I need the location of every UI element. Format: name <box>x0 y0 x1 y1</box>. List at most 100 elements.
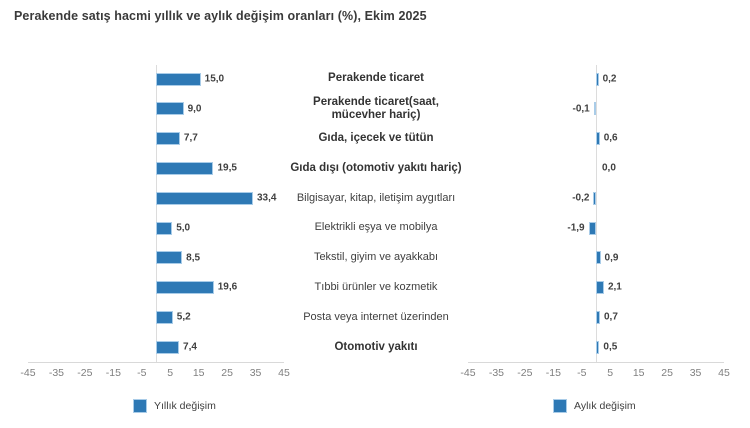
category-label: Tekstil, giyim ve ayakkabı <box>313 251 439 264</box>
category-label: Bilgisayar, kitap, iletişim aygıtları <box>296 191 456 204</box>
monthly-bar-value-label: -0,1 <box>572 103 590 115</box>
annual-bar-row: 15,0 <box>28 64 284 94</box>
legend-swatch-monthly-icon <box>553 399 567 413</box>
x-axis-tick-label: 25 <box>661 367 673 379</box>
annual-change-plot: 15,0 9,0 7,7 19,5 33,4 5,0 8,5 19,6 5,2 7,4 <box>28 64 284 363</box>
monthly-x-axis-line <box>468 362 724 363</box>
monthly-bar-row: 2,1 <box>468 273 724 303</box>
x-axis-tick-label: -15 <box>545 367 561 379</box>
annual-bar-value-label: 15,0 <box>204 73 225 85</box>
annual-bar <box>156 132 180 146</box>
annual-bar-row: 9,0 <box>28 94 284 124</box>
annual-bar <box>156 72 201 86</box>
monthly-bar-row: -0,2 <box>468 183 724 213</box>
annual-bar-row: 19,6 <box>28 273 284 303</box>
monthly-bar-value-label: -0,2 <box>572 192 590 204</box>
annual-bar-value-label: 8,5 <box>186 252 201 264</box>
monthly-bar-row: 0,7 <box>468 302 724 332</box>
annual-bar <box>156 102 184 116</box>
monthly-zero-axis-line <box>595 65 597 363</box>
annual-bar-row: 33,4 <box>28 183 284 213</box>
monthly-bar-row: 0,5 <box>468 332 724 362</box>
monthly-bar-value-label: 0,7 <box>603 311 618 323</box>
monthly-bar <box>596 340 600 354</box>
x-axis-tick-label: -5 <box>137 367 147 379</box>
category-label: Perakende ticaret(saat, mücevher hariç) <box>313 95 439 121</box>
x-axis-tick-label: -15 <box>105 367 121 379</box>
monthly-bar <box>596 72 599 86</box>
monthly-bar-row: -1,9 <box>468 213 724 243</box>
annual-bar-value-label: 19,5 <box>217 162 237 174</box>
legend-monthly: Aylık değişim <box>553 399 636 413</box>
annual-bar <box>156 281 214 295</box>
category-label: Posta veya internet üzerinden <box>303 310 449 323</box>
category-label: Perakende ticaret <box>328 72 424 85</box>
monthly-bar-row: -0,1 <box>468 94 724 124</box>
category-labels-column: Perakende ticaret Perakende ticaret(saat,… <box>288 64 464 362</box>
category-label: Elektrikli eşya ve mobilya <box>314 221 438 234</box>
x-axis-tick-label: 35 <box>689 367 702 379</box>
annual-bar-value-label: 7,7 <box>183 132 198 144</box>
annual-bar-row: 5,2 <box>28 302 284 332</box>
monthly-bar-value-label: 0,5 <box>603 341 618 353</box>
annual-bar-row: 5,0 <box>28 213 284 243</box>
monthly-bar <box>593 102 597 116</box>
monthly-bar <box>596 310 600 324</box>
x-axis-tick-label: 35 <box>249 367 262 379</box>
x-axis-tick-label: -35 <box>48 367 65 379</box>
x-axis-tick-label: -25 <box>77 367 93 379</box>
x-axis-tick-label: 25 <box>221 367 233 379</box>
chart-title: Perakende satış hacmi yıllık ve aylık de… <box>14 9 427 23</box>
annual-bar-value-label: 19,6 <box>217 281 238 293</box>
monthly-change-plot: 0,2 -0,1 0,6 0,0 -0,2 -1,9 0,9 2,1 0,7 0,5 <box>468 64 724 363</box>
monthly-bar <box>596 132 600 146</box>
monthly-bar-value-label: 0,2 <box>602 73 617 85</box>
monthly-bar <box>593 191 596 205</box>
x-axis-tick-label: -5 <box>577 367 587 379</box>
category-label: Gıda dışı (otomotiv yakıtı hariç) <box>290 161 462 174</box>
x-axis-tick-label: -45 <box>20 367 36 379</box>
category-label: Otomotiv yakıtı <box>334 340 418 353</box>
annual-bar <box>156 340 180 354</box>
annual-x-axis-ticks: -45 -35 -25 -15 -5 5 15 25 35 45 <box>20 367 289 381</box>
x-axis-tick-label: 15 <box>192 367 205 379</box>
monthly-bar-value-label: 2,1 <box>607 281 622 293</box>
annual-bar <box>156 221 173 235</box>
category-label: Gıda, içecek ve tütün <box>318 131 434 144</box>
x-axis-tick-label: -45 <box>460 367 476 379</box>
legend-swatch-annual-icon <box>133 399 147 413</box>
annual-bar <box>156 161 214 175</box>
annual-zero-axis-line <box>155 65 157 363</box>
monthly-bar <box>596 251 601 265</box>
annual-x-axis-line <box>28 362 284 363</box>
annual-bar <box>156 310 173 324</box>
x-axis-tick-label: 15 <box>632 367 645 379</box>
annual-bar-value-label: 5,0 <box>176 222 191 234</box>
monthly-bar-row: 0,2 <box>468 64 724 94</box>
legend-label-monthly: Aylık değişim <box>574 400 636 412</box>
annual-bar-row: 8,5 <box>28 243 284 273</box>
annual-bar-value-label: 7,4 <box>183 341 197 353</box>
monthly-bar-row: 0,9 <box>468 243 724 273</box>
monthly-bar-value-label: 0,0 <box>602 162 616 174</box>
annual-bar <box>156 251 183 265</box>
annual-bar-row: 19,5 <box>28 153 284 183</box>
x-axis-tick-label: 45 <box>278 367 290 379</box>
annual-bar-row: 7,7 <box>28 124 284 154</box>
monthly-x-axis-ticks: -45 -35 -25 -15 -5 5 15 25 35 45 <box>460 367 729 381</box>
annual-bar <box>156 191 253 205</box>
x-axis-tick-label: 45 <box>718 367 730 379</box>
x-axis-tick-label: 5 <box>167 367 174 379</box>
monthly-bar-row: 0,6 <box>468 124 724 154</box>
x-axis-tick-label: -35 <box>488 367 505 379</box>
monthly-bar <box>596 281 604 295</box>
x-axis-tick-label: 5 <box>607 367 614 379</box>
legend-annual: Yıllık değişim <box>133 399 216 413</box>
annual-bar-row: 7,4 <box>28 332 284 362</box>
monthly-bar-row: 0,0 <box>468 153 724 183</box>
legend-label-annual: Yıllık değişim <box>154 400 216 412</box>
annual-bar-value-label: 5,2 <box>176 311 191 323</box>
monthly-bar-value-label: 0,6 <box>603 132 618 144</box>
monthly-bar-value-label: 0,9 <box>604 252 619 264</box>
